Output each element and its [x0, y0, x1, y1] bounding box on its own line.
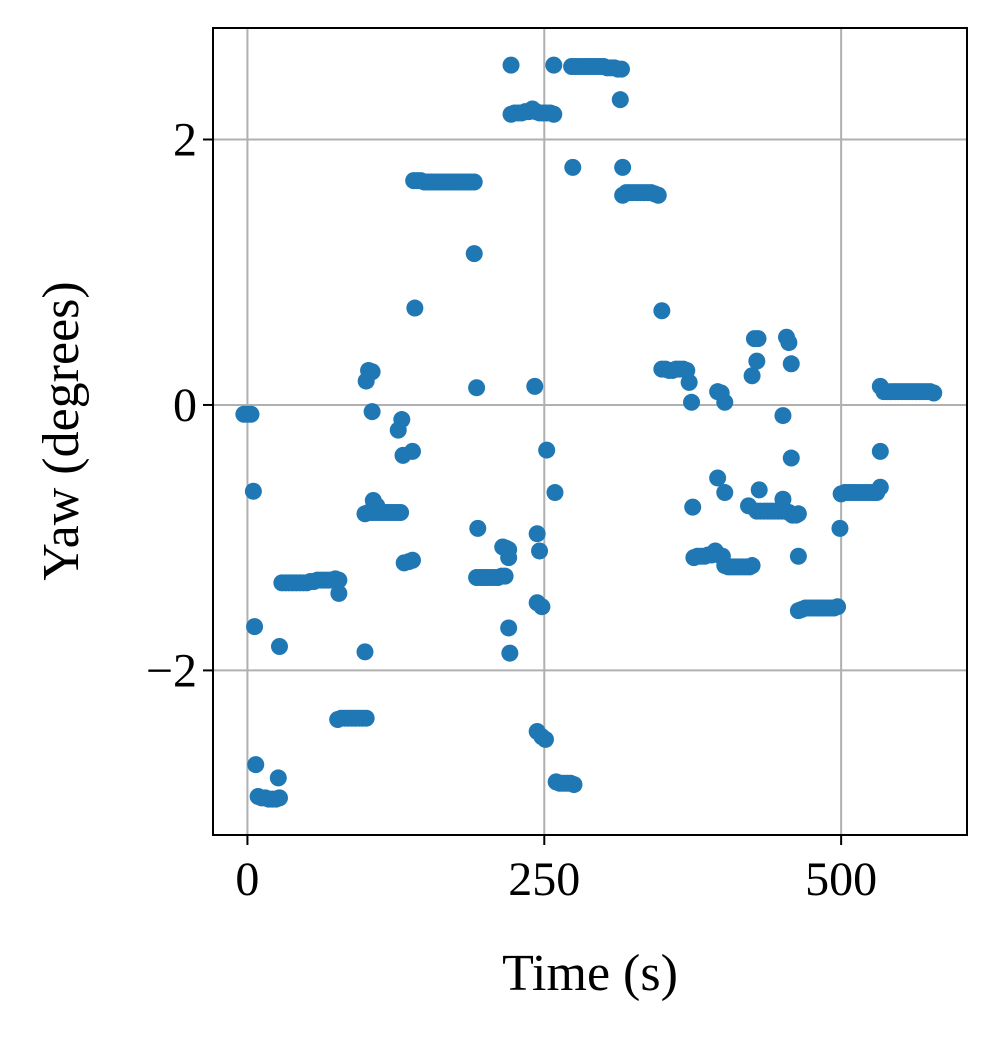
point: [528, 525, 546, 543]
point: [406, 299, 424, 317]
x-tick-label: 500: [805, 853, 877, 906]
point: [368, 497, 386, 515]
point: [782, 355, 800, 373]
point: [774, 490, 792, 508]
point: [564, 158, 582, 176]
point: [330, 584, 348, 602]
point: [612, 60, 630, 78]
point: [782, 449, 800, 467]
point: [363, 363, 381, 381]
point: [743, 367, 761, 385]
point: [247, 756, 265, 774]
point: [749, 330, 767, 348]
point: [502, 56, 520, 74]
point: [831, 519, 849, 537]
point: [393, 411, 411, 429]
point: [526, 377, 544, 395]
point: [246, 618, 264, 636]
plot-frame: [212, 27, 968, 836]
point: [611, 91, 629, 109]
point: [269, 769, 287, 787]
y-tick-label: −2: [146, 644, 197, 697]
point: [684, 498, 702, 516]
point: [538, 441, 556, 459]
points: [235, 56, 943, 808]
y-tick-label: 0: [173, 379, 197, 432]
point: [465, 245, 483, 263]
point: [780, 334, 798, 352]
point: [536, 730, 554, 748]
point: [871, 478, 889, 496]
point: [500, 619, 518, 637]
point: [871, 442, 889, 460]
point: [501, 644, 519, 662]
point: [500, 549, 518, 567]
point: [465, 173, 483, 191]
point: [774, 407, 792, 425]
point: [743, 557, 761, 575]
point: [709, 469, 727, 487]
y-axis-label: Yaw (degrees): [33, 281, 90, 580]
point: [680, 373, 698, 391]
x-axis-label: Time (s): [502, 945, 678, 1002]
point: [748, 352, 766, 370]
y-tick-label: 2: [173, 113, 197, 166]
point: [789, 547, 807, 565]
point: [531, 542, 549, 560]
point: [750, 481, 768, 499]
point: [363, 403, 381, 421]
point: [649, 186, 667, 204]
point: [533, 598, 551, 616]
point: [653, 302, 671, 320]
point: [469, 519, 487, 537]
grid: [213, 28, 967, 835]
point: [545, 56, 563, 74]
point: [565, 776, 583, 794]
x-tick-label: 250: [508, 853, 580, 906]
point: [545, 105, 563, 123]
point: [789, 505, 807, 523]
point: [330, 571, 348, 589]
point: [829, 598, 847, 616]
point: [270, 638, 288, 656]
point: [356, 643, 374, 661]
point: [392, 503, 410, 521]
x-tick-label: 0: [235, 853, 259, 906]
point: [242, 405, 260, 423]
point: [683, 393, 701, 411]
point: [468, 379, 486, 397]
point: [244, 482, 262, 500]
point: [925, 384, 943, 402]
point: [270, 789, 288, 807]
point: [614, 158, 632, 176]
point: [403, 442, 421, 460]
point: [716, 484, 734, 502]
point: [716, 393, 734, 411]
point: [496, 567, 514, 585]
ticks: 0 250 500 −2 0 2: [146, 113, 877, 906]
point: [546, 484, 564, 502]
point: [357, 709, 375, 727]
point: [403, 551, 421, 569]
